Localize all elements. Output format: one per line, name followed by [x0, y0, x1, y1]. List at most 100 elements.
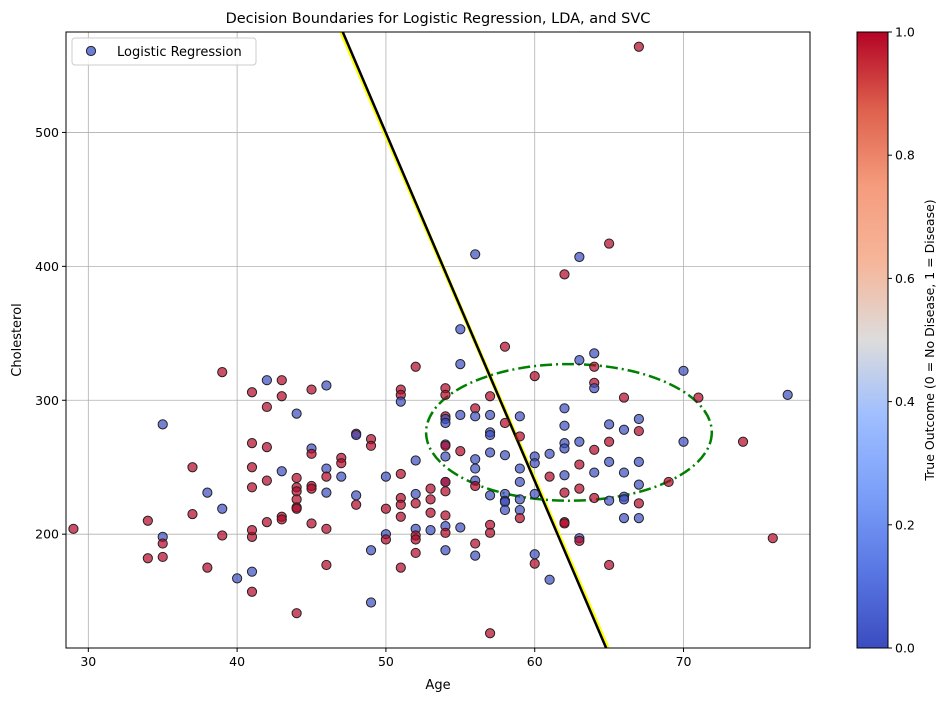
data-point	[455, 446, 466, 457]
x-axis-label: Age	[425, 678, 450, 693]
data-point	[246, 462, 258, 473]
y-tick-label: 400	[35, 259, 59, 274]
data-point	[633, 413, 644, 425]
data-point	[425, 483, 436, 494]
data-point	[276, 466, 287, 477]
colorbar-tick-label: 0.4	[895, 394, 915, 409]
plot-frame	[65, 31, 811, 649]
data-point	[470, 249, 481, 260]
data-point	[574, 535, 585, 546]
y-tick-label: 300	[35, 393, 59, 408]
data-point	[276, 514, 287, 525]
data-point	[678, 436, 689, 447]
data-point	[440, 510, 451, 521]
data-point	[470, 463, 481, 474]
data-point	[440, 389, 451, 401]
data-point	[321, 523, 332, 534]
data-point	[68, 523, 79, 534]
data-points	[68, 41, 793, 639]
data-point	[633, 498, 644, 509]
data-point	[425, 507, 436, 518]
data-point	[499, 450, 511, 461]
data-point	[455, 359, 466, 370]
data-point	[737, 436, 749, 447]
decision-boundaries	[339, 32, 714, 648]
data-point	[484, 409, 496, 421]
data-point	[618, 494, 630, 505]
y-tick-label: 500	[35, 125, 59, 140]
data-point	[440, 476, 451, 488]
y-axis-label: Cholesterol	[10, 303, 25, 376]
data-point	[291, 408, 302, 419]
data-point	[589, 492, 600, 504]
data-point	[395, 562, 406, 573]
data-point	[187, 508, 198, 520]
data-point	[365, 545, 377, 556]
colorbar-tick-label: 0.8	[895, 148, 915, 163]
data-point	[455, 409, 466, 421]
data-point	[604, 456, 615, 467]
data-point	[484, 391, 496, 402]
colorbar-ticks: 0.0 0.2 0.4 0.6 0.8 1.0	[888, 25, 915, 656]
data-point	[633, 425, 644, 437]
data-point	[618, 392, 630, 403]
data-point	[306, 483, 317, 494]
data-point	[380, 503, 392, 514]
data-point	[365, 440, 377, 451]
data-point	[499, 504, 511, 516]
data-point	[246, 387, 258, 398]
data-point	[529, 458, 540, 469]
data-point	[351, 499, 362, 510]
data-point	[514, 494, 525, 505]
data-point	[455, 522, 466, 533]
colorbar-tick-label: 0.2	[895, 517, 915, 532]
data-point	[440, 451, 451, 462]
data-point	[589, 348, 600, 359]
data-point	[589, 383, 600, 394]
data-point	[246, 566, 258, 577]
data-point	[202, 562, 213, 573]
data-point	[604, 495, 615, 506]
data-point	[529, 558, 540, 569]
data-point	[663, 476, 674, 488]
data-point	[321, 559, 332, 571]
data-point	[246, 438, 258, 449]
data-point	[202, 487, 213, 498]
data-point	[410, 534, 421, 545]
data-point	[395, 511, 406, 522]
data-point	[440, 417, 451, 429]
data-point	[395, 499, 406, 510]
data-point	[633, 41, 644, 52]
data-point	[574, 251, 585, 263]
data-point	[187, 462, 198, 473]
data-point	[544, 448, 555, 459]
data-point	[604, 559, 615, 571]
data-point	[410, 488, 421, 500]
data-point	[618, 424, 630, 435]
data-point	[484, 628, 496, 639]
data-point	[559, 269, 570, 280]
data-point	[529, 488, 540, 500]
data-point	[306, 518, 317, 529]
data-point	[246, 482, 258, 493]
data-point	[514, 476, 525, 488]
chart-title: Decision Boundaries for Logistic Regress…	[226, 11, 651, 27]
x-tick-label: 70	[676, 654, 692, 669]
data-point	[291, 608, 302, 619]
data-point	[380, 471, 392, 482]
data-point	[574, 354, 585, 366]
lda-boundary	[341, 32, 608, 648]
data-point	[544, 471, 555, 482]
x-tick-label: 40	[229, 654, 245, 669]
svc-boundary	[424, 362, 714, 502]
colorbar-tick-label: 0.0	[895, 641, 915, 656]
data-point	[440, 440, 451, 451]
data-point	[217, 503, 228, 514]
y-axis-ticks: 200 300 400 500	[35, 125, 66, 542]
data-point	[589, 467, 600, 478]
data-point	[351, 429, 362, 441]
data-point	[470, 538, 481, 549]
data-point	[499, 417, 511, 429]
colorbar-tick-label: 1.0	[895, 25, 915, 40]
